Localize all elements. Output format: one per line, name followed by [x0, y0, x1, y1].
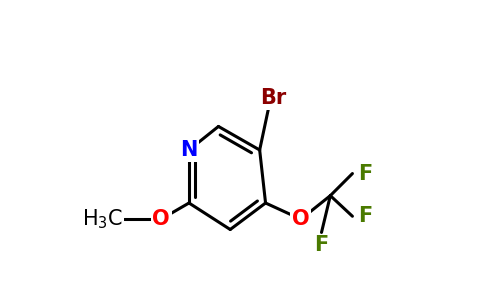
Text: F: F	[358, 206, 373, 226]
Text: H$_3$C: H$_3$C	[82, 207, 123, 231]
Text: O: O	[152, 209, 170, 229]
Text: F: F	[315, 236, 329, 255]
Text: O: O	[292, 209, 310, 229]
Text: F: F	[358, 164, 373, 184]
Text: Br: Br	[260, 88, 286, 109]
Text: N: N	[181, 140, 197, 160]
